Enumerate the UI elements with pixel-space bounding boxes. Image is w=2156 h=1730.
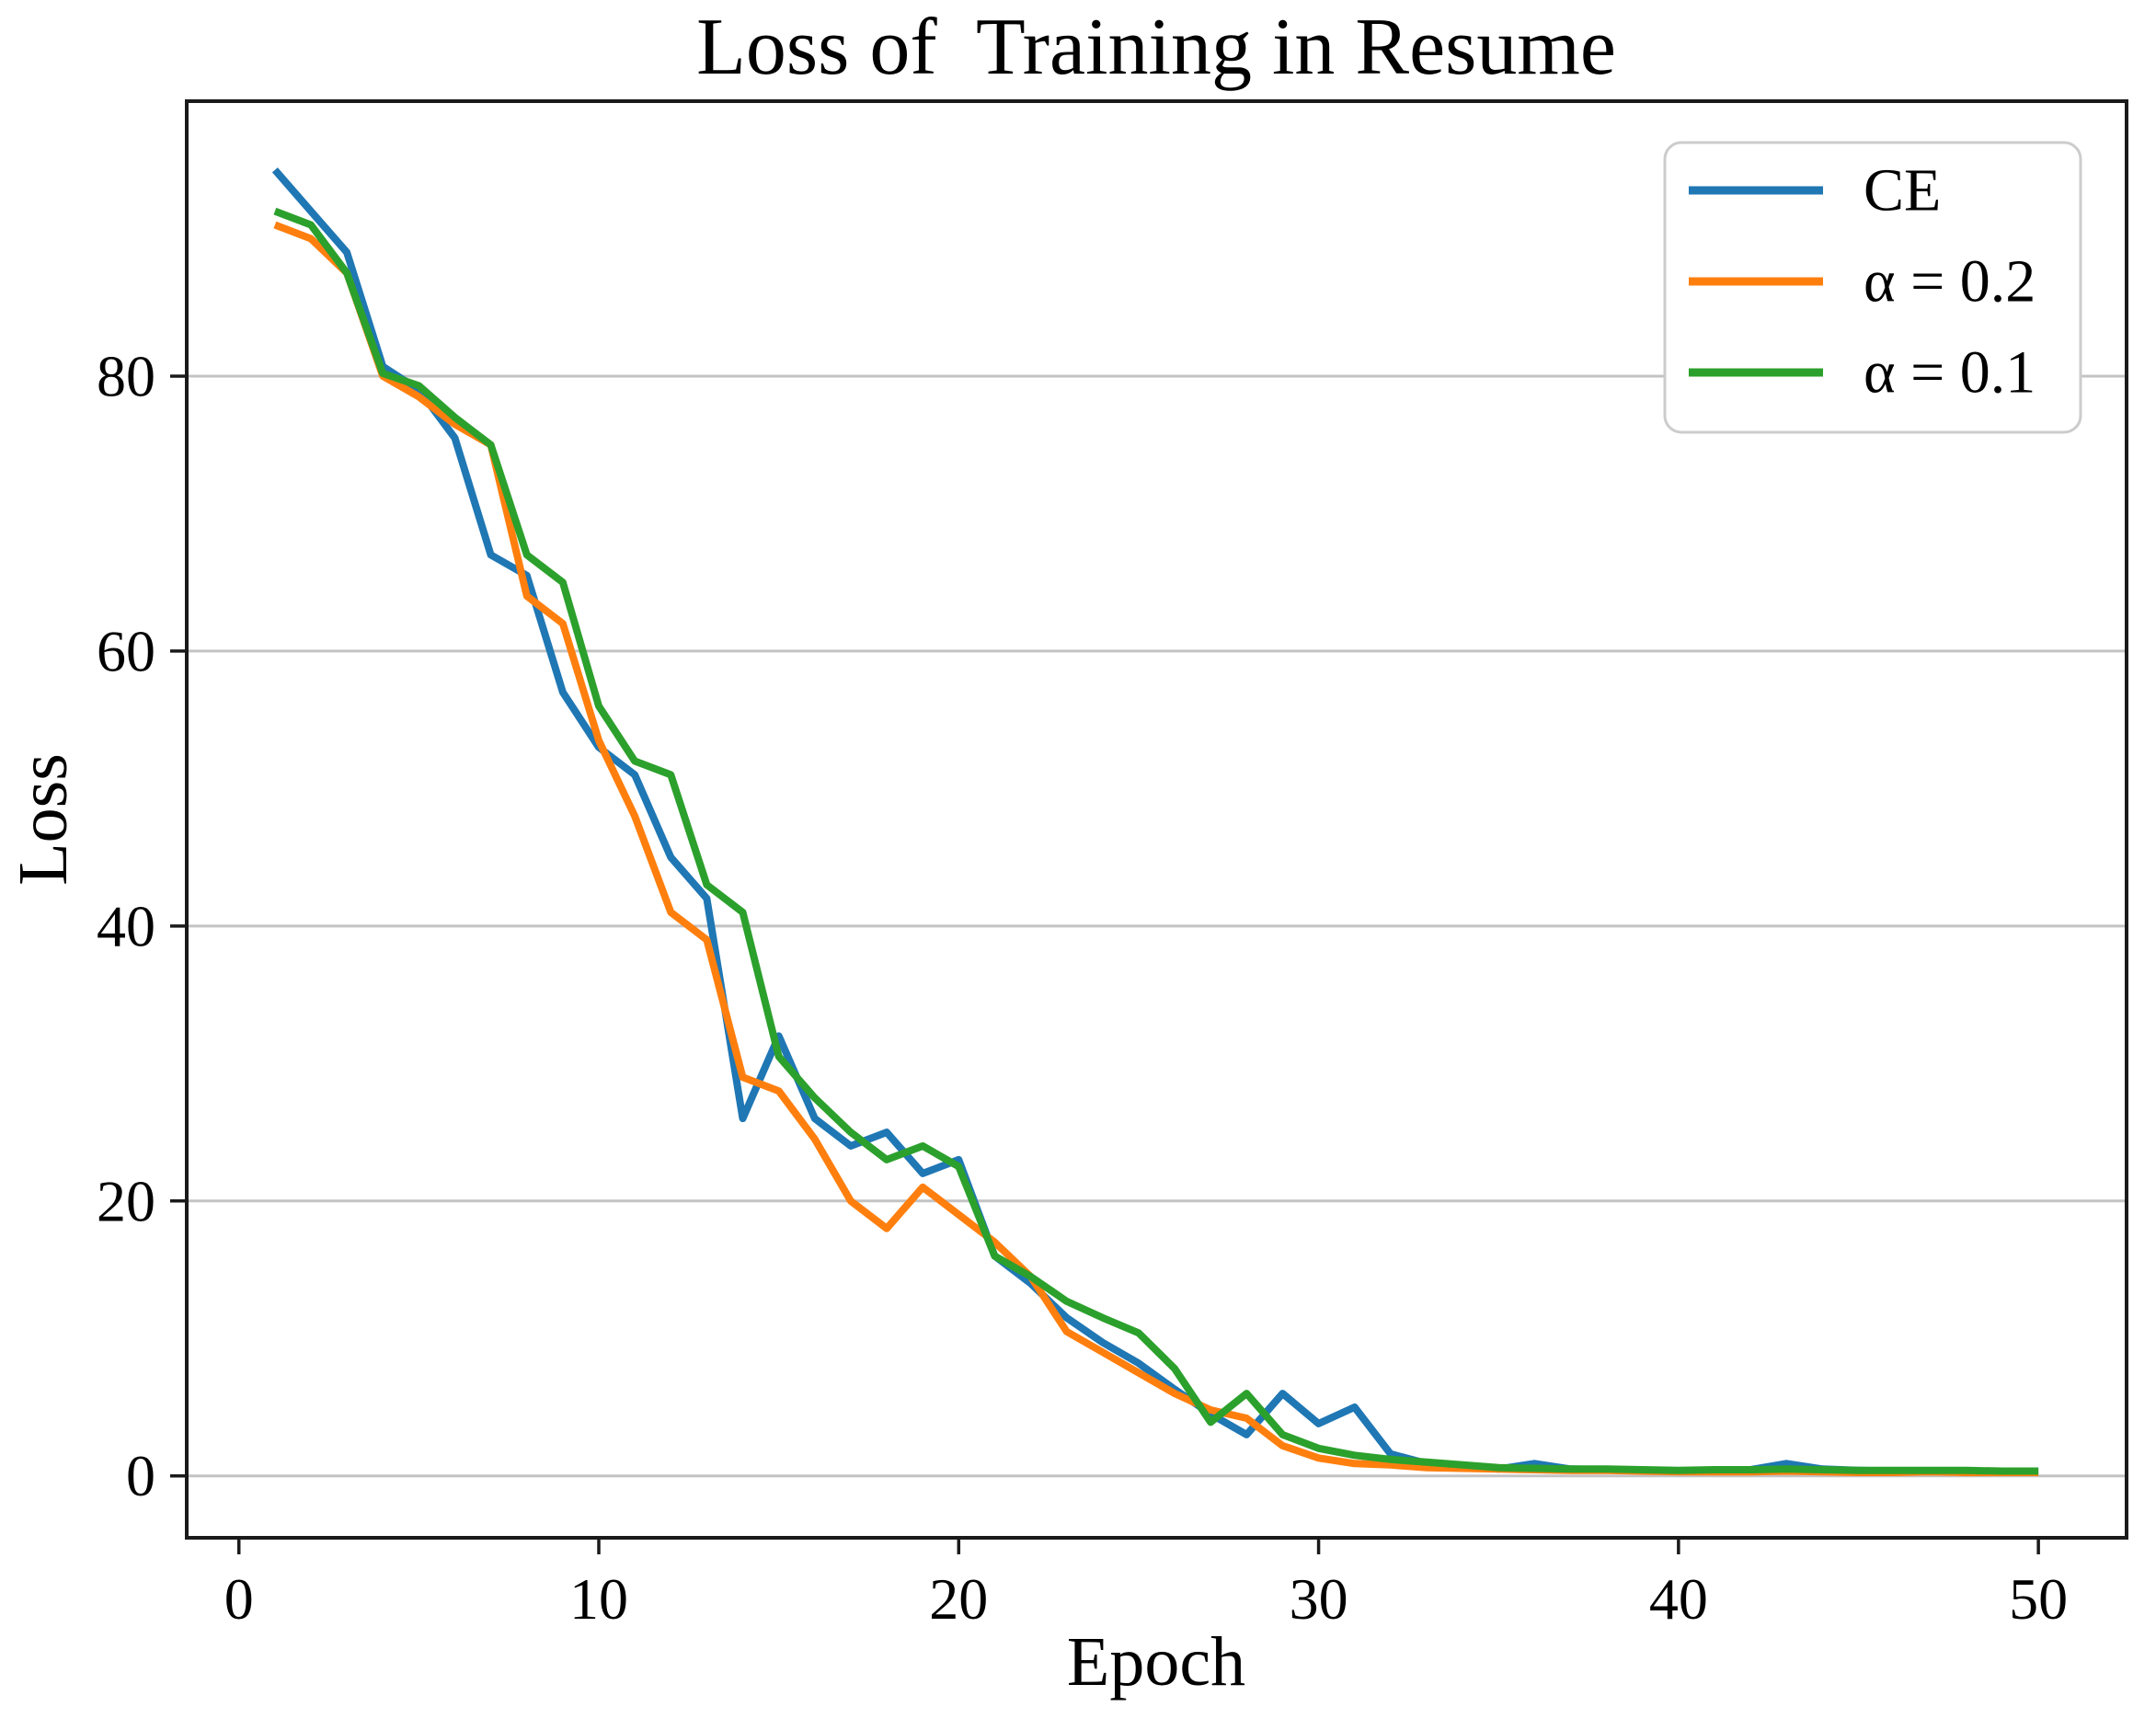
legend-label-alpha-01: α = 0.1 bbox=[1864, 339, 2036, 407]
legend-label-alpha-02: α = 0.2 bbox=[1864, 248, 2036, 315]
x-axis-label: Epoch bbox=[1067, 1623, 1245, 1701]
chart-title: Loss of Training in Resume bbox=[696, 3, 1616, 92]
x-tick-label-30: 30 bbox=[1290, 1566, 1348, 1632]
y-axis-label: Loss bbox=[5, 753, 82, 886]
y-tick-label-20: 20 bbox=[97, 1168, 155, 1233]
x-tick-label-50: 50 bbox=[2009, 1566, 2068, 1632]
x-tick-label-40: 40 bbox=[1649, 1566, 1708, 1632]
y-tick-label-40: 40 bbox=[97, 893, 155, 958]
y-tick-label-0: 0 bbox=[126, 1443, 155, 1508]
x-tick-label-20: 20 bbox=[929, 1566, 988, 1632]
legend-label-ce: CE bbox=[1864, 157, 1941, 224]
series-layer bbox=[271, 167, 2039, 1476]
y-tick-label-80: 80 bbox=[97, 343, 155, 408]
legend: CE α = 0.2 α = 0.1 bbox=[1663, 141, 2082, 434]
plot-border bbox=[185, 99, 2128, 1540]
series-line-alpha-01 bbox=[273, 207, 2039, 1475]
ticks-layer: 0 10 20 30 40 50 0 20 40 60 80 bbox=[97, 343, 2068, 1632]
x-tick-label-10: 10 bbox=[569, 1566, 628, 1632]
grid-layer bbox=[187, 374, 2127, 1478]
x-tick-label-0: 0 bbox=[224, 1566, 254, 1632]
y-tick-label-60: 60 bbox=[97, 618, 155, 683]
legend-box bbox=[1663, 141, 2082, 434]
